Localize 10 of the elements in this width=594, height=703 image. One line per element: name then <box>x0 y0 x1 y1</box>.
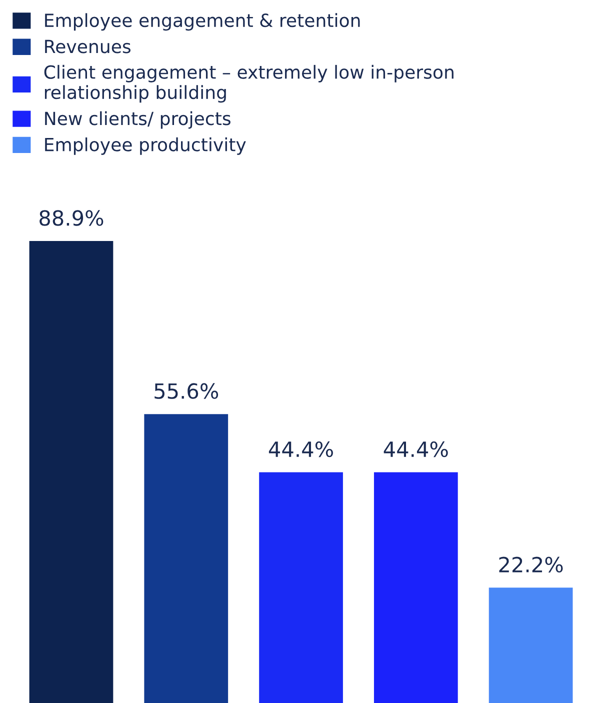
data-label: 88.9% <box>40 210 104 226</box>
legend-label: Employee productivity <box>45 137 246 155</box>
data-label: 55.6% <box>154 383 218 399</box>
legend-label: Client engagement – extremely low in-person relationship building <box>44 64 454 103</box>
data-label: 22.2% <box>499 556 563 572</box>
legend-label: New clients/ projects <box>45 111 230 129</box>
data-label: 44.4% <box>268 441 333 458</box>
legend-label: Employee engagement & retention <box>45 13 360 31</box>
data-label: 44.4% <box>384 441 448 458</box>
legend-label: Revenues <box>45 40 130 54</box>
